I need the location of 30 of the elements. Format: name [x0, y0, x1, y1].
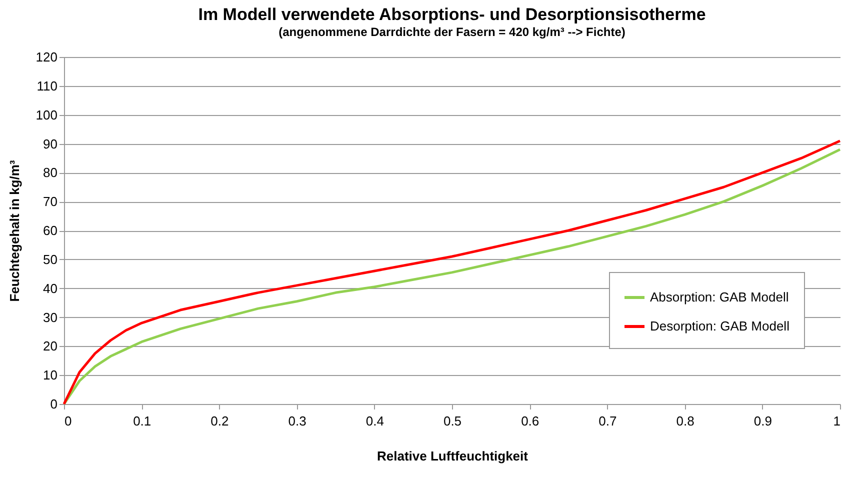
x-tick-label: 0.7 [598, 414, 617, 428]
legend-label: Absorption: GAB Modell [650, 290, 789, 304]
y-tick-label: 20 [43, 338, 58, 354]
x-tick-label: 0 [64, 414, 72, 428]
x-axis-title: Relative Luftfeuchtigkeit [377, 448, 529, 464]
x-tick-label: 0.1 [133, 414, 152, 428]
y-axis-title: Feuchtegehalt in kg/m³ [6, 160, 22, 302]
x-tick-label: 0.3 [288, 414, 306, 428]
y-tick-label: 0 [50, 396, 58, 412]
y-tick-label: 110 [36, 78, 58, 94]
x-tick-label: 1 [833, 414, 840, 428]
y-tick-label: 120 [36, 50, 58, 64]
y-tick-label: 40 [43, 280, 58, 296]
y-tick-label: 30 [43, 310, 58, 325]
y-tick-label: 10 [43, 368, 58, 383]
y-tick-label: 70 [43, 194, 58, 210]
y-tick-label: 90 [43, 136, 58, 152]
x-tick-label: 0.8 [676, 414, 694, 428]
x-tick-label: 0.4 [366, 414, 384, 428]
x-tick-label: 0.6 [521, 414, 540, 428]
legend-label: Desorption: GAB Modell [650, 318, 790, 334]
y-tick-label: 80 [43, 165, 58, 180]
x-tick-label: 0.2 [210, 414, 229, 428]
y-tick-label: 50 [43, 252, 58, 267]
chart-title: Im Modell verwendete Absorptions- und Desorptionsisotherme [198, 5, 706, 24]
x-tick-label: 0.5 [443, 414, 462, 428]
x-tick-label: 0.9 [754, 414, 772, 428]
chart-subtitle: (angenommene Darrdichte der Fasern = 420 kg/m³ --> Fichte) [278, 25, 626, 39]
y-tick-label: 60 [43, 223, 58, 238]
y-tick-label: 100 [36, 107, 58, 122]
